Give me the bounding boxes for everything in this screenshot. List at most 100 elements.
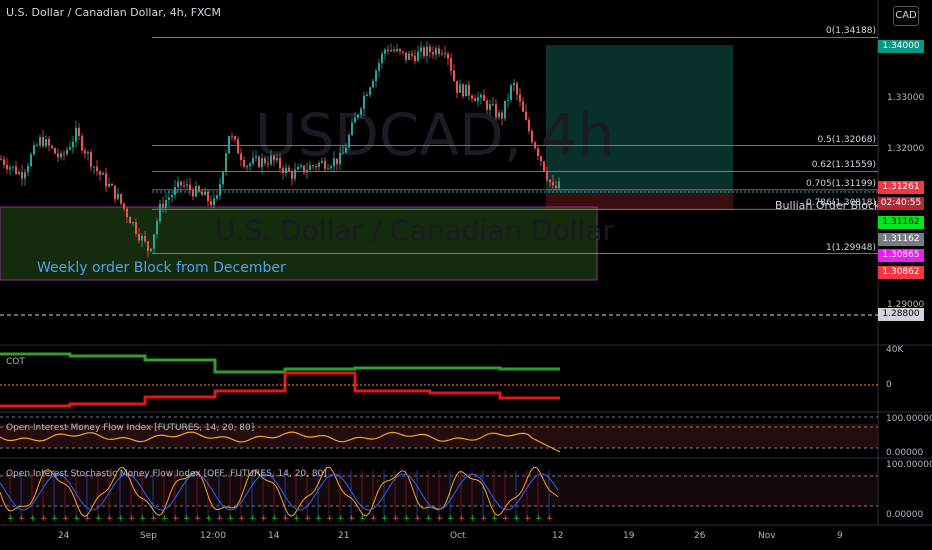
stoch-marker: + <box>216 514 224 524</box>
candle-body <box>108 183 110 187</box>
fib-label: 1(1.29948) <box>826 242 876 253</box>
candle-body <box>84 150 86 154</box>
stoch-marker: + <box>315 514 323 524</box>
candle-body <box>507 99 509 101</box>
candle-body <box>66 149 68 155</box>
stoch-axis-top: 100.00000 <box>886 460 932 470</box>
candle-body <box>306 169 308 173</box>
candle-body <box>339 153 341 165</box>
candle-body <box>126 208 128 218</box>
candle-body <box>243 160 245 167</box>
stoch-marker: + <box>161 514 169 524</box>
candle-body <box>144 236 146 242</box>
candle-body <box>174 187 176 195</box>
mfi-axis-top: 100.00000 <box>886 414 932 424</box>
stoch-marker: + <box>480 514 488 524</box>
candle-body <box>249 163 251 167</box>
candle-body <box>378 63 380 71</box>
target-zone <box>546 45 733 193</box>
candle-body <box>348 135 350 148</box>
stoch-d-line <box>0 473 559 511</box>
stoch-marker: + <box>106 514 114 524</box>
candle-body <box>462 84 464 97</box>
candle-body <box>240 153 242 161</box>
candle-body <box>3 159 5 165</box>
candle-body <box>171 194 173 198</box>
candle-body <box>102 173 104 175</box>
candle-body <box>525 111 527 120</box>
candle-body <box>435 48 437 55</box>
candle-body <box>165 200 167 208</box>
stoch-marker: + <box>458 514 466 524</box>
candle-body <box>30 154 32 166</box>
candle-body <box>33 145 35 155</box>
candle-body <box>426 46 428 57</box>
time-axis-label: Oct <box>450 531 466 541</box>
candle-body <box>327 168 329 170</box>
candle-body <box>198 186 200 192</box>
stoch-marker: + <box>62 514 70 524</box>
mfi-line <box>0 431 561 453</box>
fib-label: 0.62(1.31559) <box>811 160 876 171</box>
candle-body <box>57 153 59 158</box>
stoch-marker: + <box>337 514 345 524</box>
candle-body <box>303 165 305 173</box>
mfi-band <box>0 424 878 448</box>
candle-body <box>534 142 536 149</box>
candle-body <box>336 158 338 165</box>
stoch-marker: + <box>370 514 378 524</box>
candle-body <box>330 166 332 169</box>
time-axis-label: 24 <box>58 531 70 541</box>
candle-body <box>120 194 122 204</box>
candle-body <box>48 139 50 146</box>
candle-body <box>480 94 482 98</box>
candle-body <box>12 166 14 168</box>
candle-body <box>519 94 521 102</box>
candle-body <box>501 112 503 119</box>
candle-body <box>15 166 17 175</box>
order-block-rect <box>0 206 598 281</box>
candle-body <box>510 85 512 100</box>
candle-body <box>453 70 455 81</box>
time-axis-label: 19 <box>623 531 635 541</box>
stoch-marker: + <box>546 514 554 524</box>
candle-body <box>477 97 479 102</box>
stoch-marker: + <box>29 514 37 524</box>
stoch-marker: + <box>40 514 48 524</box>
candle-body <box>486 100 488 110</box>
stoch-marker: + <box>238 514 246 524</box>
candle-body <box>225 153 227 172</box>
candle-body <box>150 248 152 252</box>
stoch-marker: + <box>282 514 290 524</box>
candle-body <box>261 158 263 167</box>
time-axis-label: 26 <box>694 531 706 541</box>
price-badge: 1.34000 <box>878 40 924 53</box>
stoch-marker: + <box>381 514 389 524</box>
candle-body <box>291 171 293 179</box>
candle-body <box>429 46 431 53</box>
candle-body <box>270 155 272 165</box>
candle-body <box>231 135 233 137</box>
candle-body <box>87 152 89 154</box>
currency-button[interactable]: CAD <box>893 6 919 26</box>
candle-body <box>324 161 326 169</box>
candle-body <box>141 236 143 241</box>
candle-body <box>423 47 425 57</box>
stoch-marker: + <box>95 514 103 524</box>
candle-body <box>321 161 323 163</box>
mfi-label: Open Interest Money Flow Index [FUTURES,… <box>6 423 255 433</box>
fib-label: 0(1.34188) <box>826 26 876 37</box>
candle-body <box>162 203 164 208</box>
candle-body <box>267 163 269 165</box>
stoch-label: Open Interest Stochastic Money Flow Inde… <box>6 469 327 479</box>
candle-body <box>207 191 209 202</box>
candle-body <box>156 221 158 235</box>
candle-body <box>117 194 119 199</box>
candle-body <box>285 167 287 174</box>
candle-body <box>387 49 389 52</box>
candle-body <box>204 191 206 196</box>
candle-body <box>531 131 533 143</box>
price-badge: 1.31162 <box>878 216 924 229</box>
candle-body <box>168 197 170 201</box>
